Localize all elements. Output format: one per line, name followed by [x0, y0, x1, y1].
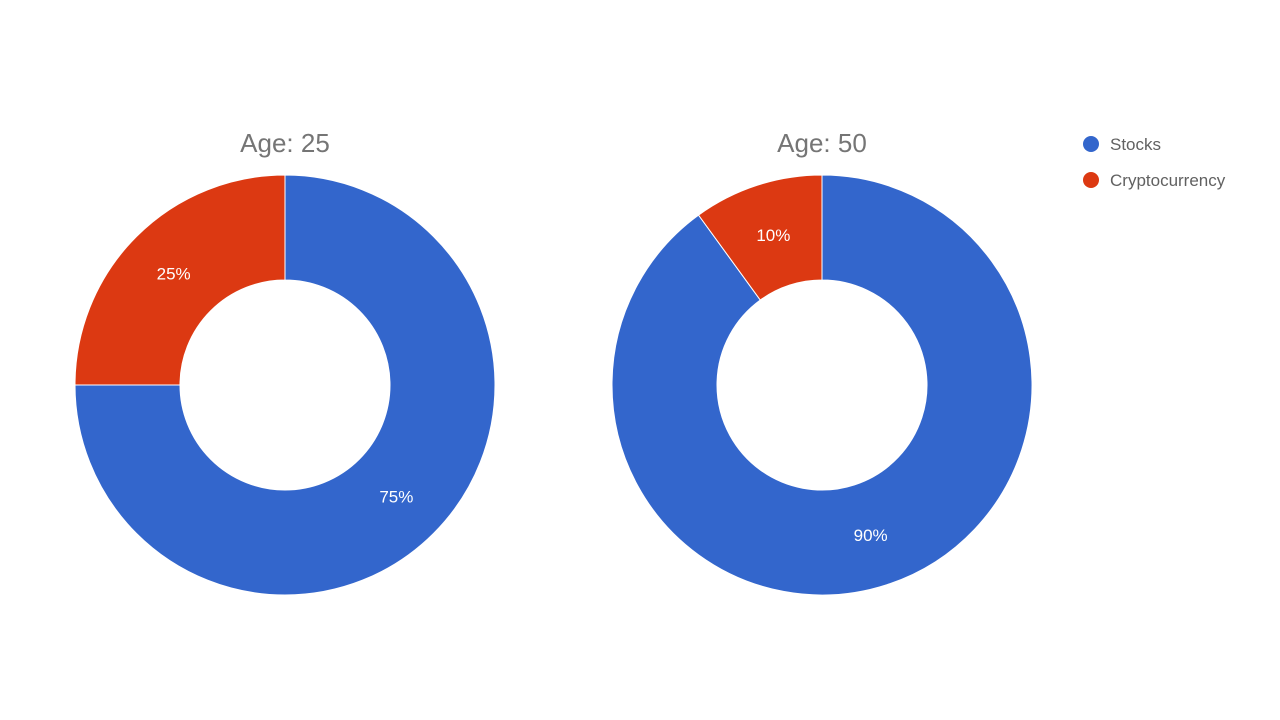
- slice-cryptocurrency[interactable]: [74, 174, 286, 386]
- slice-cryptocurrency[interactable]: [697, 174, 823, 301]
- slice-stocks[interactable]: [611, 174, 1033, 596]
- slice-label-cryptocurrency: 10%: [756, 226, 790, 245]
- chart-title: Age: 50: [777, 128, 867, 158]
- slice-label-stocks: 90%: [854, 526, 888, 545]
- legend-item-cryptocurrency[interactable]: Cryptocurrency: [1083, 171, 1226, 190]
- chart-title: Age: 25: [240, 128, 330, 158]
- donut-chart-2: Age: 50 90% 10%: [611, 128, 1033, 596]
- slice-stocks[interactable]: [74, 174, 496, 596]
- charts-layer: Age: 25 75% 25% Age: 50 90% 10%: [74, 128, 1033, 596]
- slice-label-stocks: 75%: [379, 487, 413, 506]
- slice-label-cryptocurrency: 25%: [157, 265, 191, 284]
- donut-chart-1: Age: 25 75% 25%: [74, 128, 496, 596]
- legend: Stocks Cryptocurrency: [1083, 135, 1226, 190]
- legend-label: Cryptocurrency: [1110, 171, 1226, 190]
- legend-label: Stocks: [1110, 135, 1161, 154]
- legend-marker-stocks: [1083, 136, 1099, 152]
- legend-marker-cryptocurrency: [1083, 172, 1099, 188]
- legend-item-stocks[interactable]: Stocks: [1083, 135, 1161, 154]
